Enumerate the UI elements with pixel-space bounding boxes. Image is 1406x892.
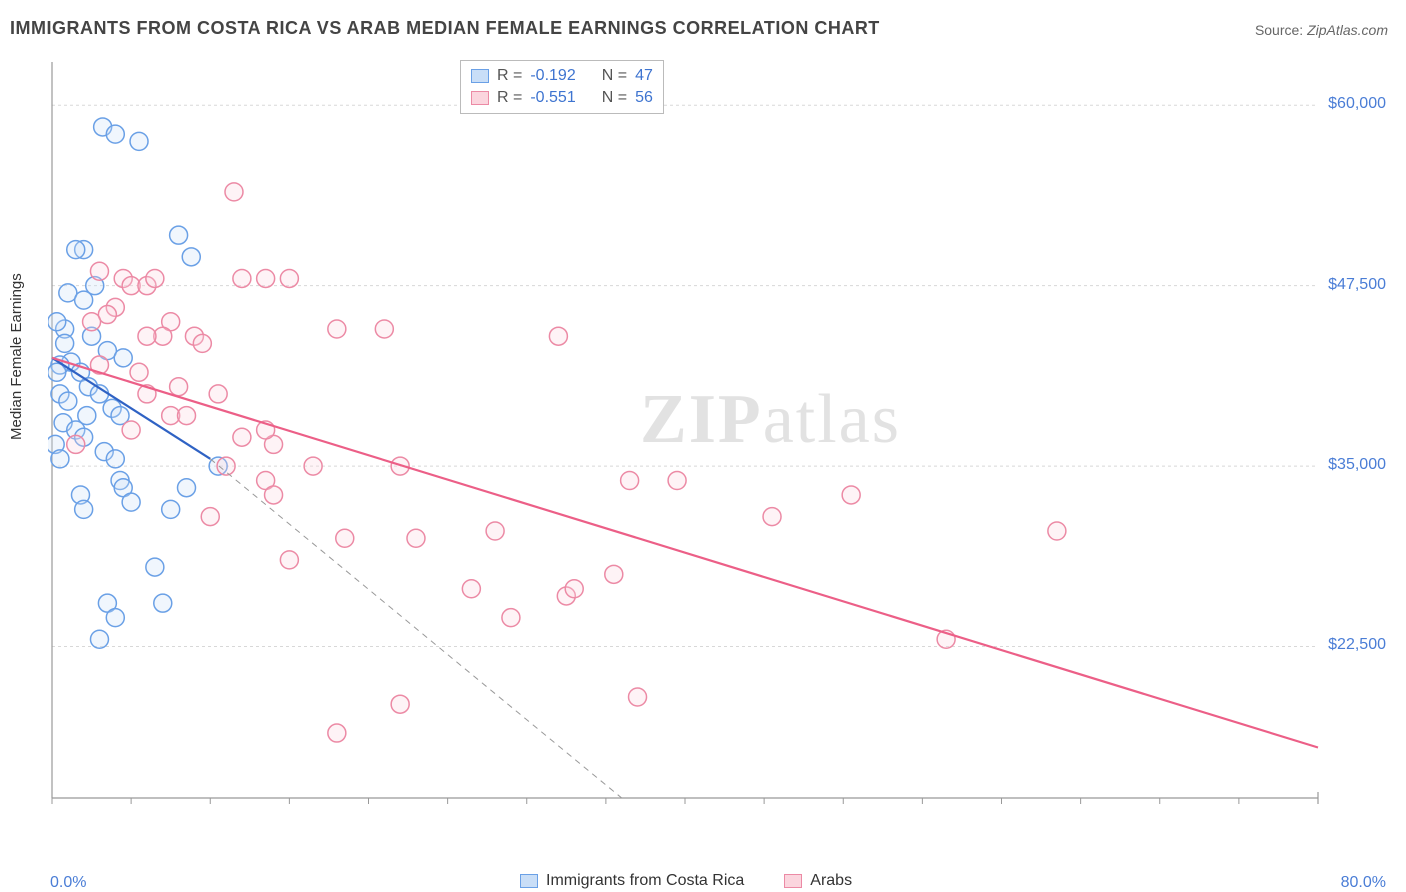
y-tick-label: $22,500 <box>1328 636 1386 654</box>
n-label: N = <box>602 87 627 109</box>
x-tick-min: 0.0% <box>50 874 86 892</box>
legend-item-arabs: Arabs <box>784 872 852 890</box>
n-value: 56 <box>635 87 653 109</box>
chart-plot-area <box>48 58 1388 828</box>
y-tick-label: $35,000 <box>1328 456 1386 474</box>
legend-series: Immigrants from Costa Rica Arabs <box>520 872 852 890</box>
source-label: Source: <box>1255 22 1303 38</box>
chart-svg <box>48 58 1388 828</box>
chart-title: IMMIGRANTS FROM COSTA RICA VS ARAB MEDIA… <box>10 18 880 39</box>
legend-swatch-pink <box>784 874 802 888</box>
legend-stats-row-2: R = -0.551 N = 56 <box>471 87 653 109</box>
legend-label: Immigrants from Costa Rica <box>546 872 744 890</box>
legend-item-costa-rica: Immigrants from Costa Rica <box>520 872 744 890</box>
r-label: R = <box>497 65 522 87</box>
legend-stats-row-1: R = -0.192 N = 47 <box>471 65 653 87</box>
legend-stats: R = -0.192 N = 47 R = -0.551 N = 56 <box>460 60 664 114</box>
legend-swatch-pink <box>471 91 489 105</box>
r-label: R = <box>497 87 522 109</box>
y-tick-label: $60,000 <box>1328 95 1386 113</box>
source-value: ZipAtlas.com <box>1307 22 1388 38</box>
y-axis-label: Median Female Earnings <box>8 273 25 440</box>
legend-label: Arabs <box>810 872 852 890</box>
r-value: -0.192 <box>530 65 575 87</box>
n-value: 47 <box>635 65 653 87</box>
x-tick-max: 80.0% <box>1341 874 1386 892</box>
n-label: N = <box>602 65 627 87</box>
source-attribution: Source: ZipAtlas.com <box>1255 22 1388 38</box>
r-value: -0.551 <box>530 87 575 109</box>
legend-swatch-blue <box>471 69 489 83</box>
legend-swatch-blue <box>520 874 538 888</box>
y-tick-label: $47,500 <box>1328 276 1386 294</box>
